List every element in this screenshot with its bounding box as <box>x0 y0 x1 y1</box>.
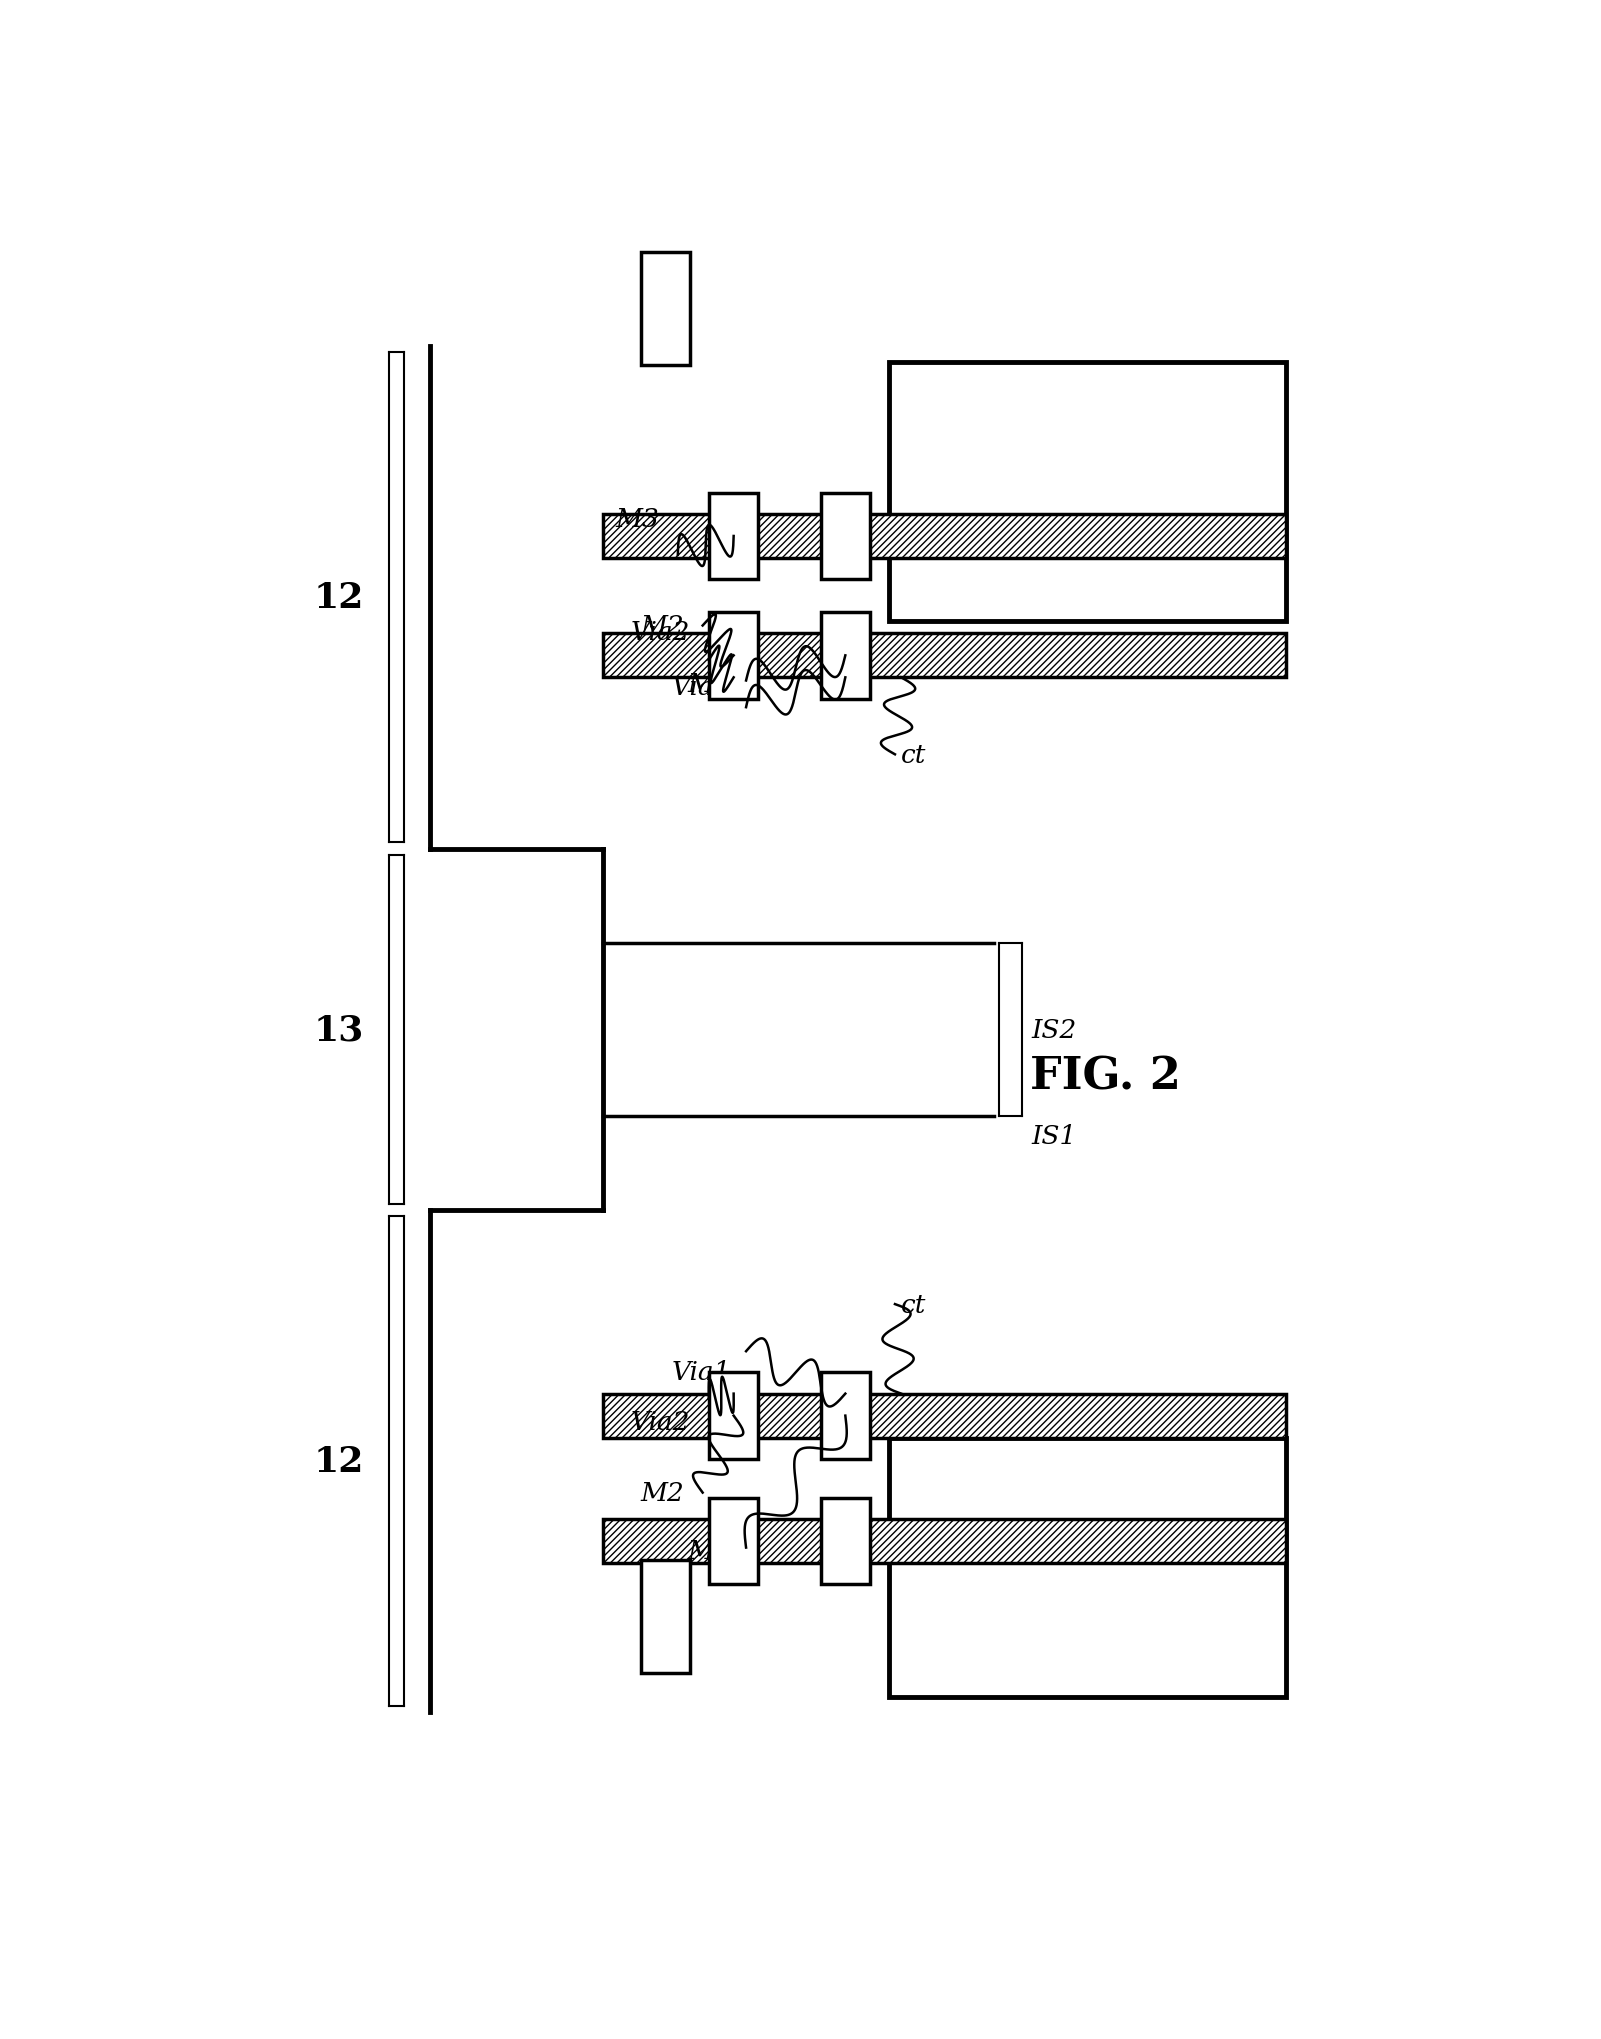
Bar <box>604 514 1286 559</box>
Text: ct: ct <box>901 1293 927 1317</box>
Bar <box>709 614 759 699</box>
Bar <box>640 1560 690 1674</box>
Text: 12: 12 <box>314 581 365 616</box>
Bar <box>709 493 759 579</box>
Text: M2: M2 <box>640 1480 684 1505</box>
Bar <box>889 363 1286 622</box>
Bar <box>709 1372 759 1460</box>
Bar <box>821 493 871 579</box>
Bar <box>604 1519 1286 1564</box>
Text: ct: ct <box>901 742 927 767</box>
Text: 13: 13 <box>314 1013 365 1046</box>
Text: Via2: Via2 <box>631 1409 690 1435</box>
Bar <box>604 1395 1286 1437</box>
Text: FIG. 2: FIG. 2 <box>1031 1056 1182 1099</box>
Bar <box>821 614 871 699</box>
Bar <box>821 1372 871 1460</box>
Bar <box>821 1499 871 1584</box>
Text: M1: M1 <box>687 1539 732 1564</box>
Text: Via1: Via1 <box>672 675 732 699</box>
Bar <box>709 1499 759 1584</box>
Text: IS1: IS1 <box>1031 1123 1077 1148</box>
Text: M2: M2 <box>640 614 684 638</box>
Text: M3: M3 <box>615 508 660 532</box>
Text: Via1: Via1 <box>672 1360 732 1384</box>
Text: 12: 12 <box>314 1444 365 1478</box>
Text: M1: M1 <box>687 671 732 697</box>
Text: Via2: Via2 <box>631 620 690 644</box>
Text: IS2: IS2 <box>1031 1017 1077 1042</box>
Bar <box>889 1437 1286 1696</box>
Bar <box>604 634 1286 679</box>
Bar <box>640 253 690 365</box>
